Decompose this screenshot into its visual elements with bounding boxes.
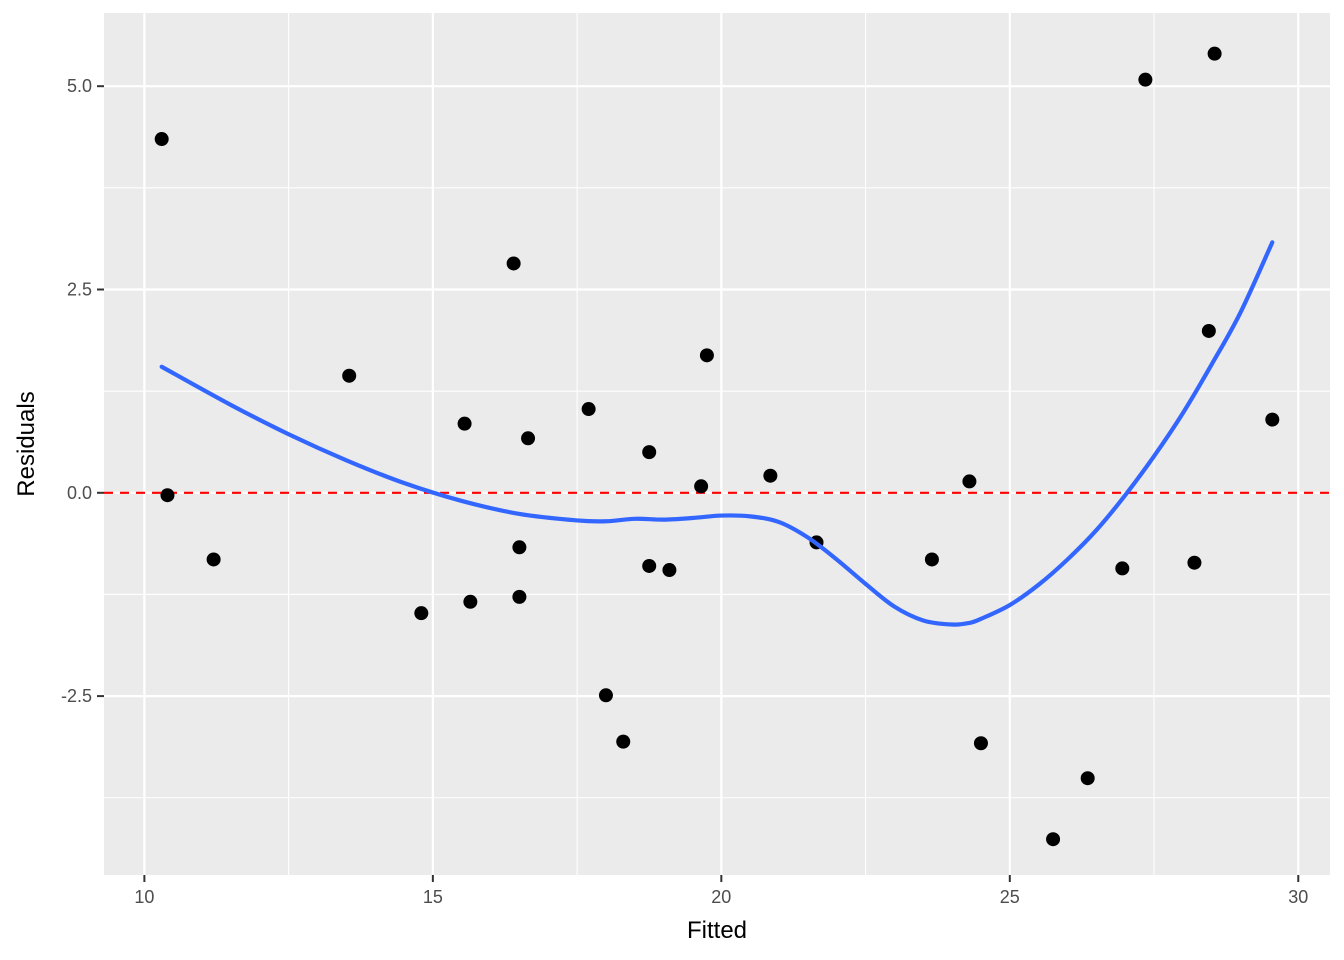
residual-point (160, 488, 175, 503)
x-axis-ticks (143, 875, 1300, 882)
residual-point (763, 468, 778, 483)
residual-point (699, 348, 714, 363)
smooth-curve (159, 240, 1275, 627)
residual-point (342, 368, 357, 383)
residual-point (598, 688, 613, 703)
residual-point (962, 474, 977, 489)
residual-point (973, 736, 988, 751)
y-tick-label: 0.0 (67, 483, 92, 503)
y-axis-ticks (97, 85, 104, 698)
x-tick-label: 30 (1288, 887, 1308, 907)
residual-point (662, 563, 677, 578)
residual-point (1138, 72, 1153, 87)
residual-point (581, 402, 596, 417)
residual-points (154, 46, 1280, 847)
residual-point (616, 734, 631, 749)
x-tick-label: 20 (711, 887, 731, 907)
residual-point (1046, 832, 1061, 847)
residual-point (1080, 771, 1095, 786)
residual-point (694, 479, 709, 494)
residual-point (506, 256, 521, 271)
residual-point (1265, 412, 1280, 427)
residual-point (1201, 323, 1216, 338)
minor-gridlines (104, 13, 1330, 875)
residual-point (512, 589, 527, 604)
residual-point (1115, 561, 1130, 576)
residual-point (521, 431, 536, 446)
x-tick-label: 25 (1000, 887, 1020, 907)
residual-point (642, 445, 657, 460)
x-tick-label: 10 (134, 887, 154, 907)
y-axis-tick-labels: -2.5 0.0 2.5 5.0 (61, 76, 92, 706)
residual-point (512, 540, 527, 555)
residual-point (463, 594, 478, 609)
y-axis-title: Residuals (13, 391, 40, 496)
residual-point (642, 558, 657, 573)
y-tick-label: -2.5 (61, 686, 92, 706)
x-tick-label: 15 (423, 887, 443, 907)
y-tick-label: 2.5 (67, 279, 92, 299)
x-axis-tick-labels: 10 15 20 25 30 (134, 887, 1308, 907)
residual-point (457, 416, 472, 431)
residual-point (1207, 46, 1222, 61)
residual-point (924, 552, 939, 567)
x-axis-title: Fitted (687, 917, 747, 944)
residual-point (154, 132, 169, 147)
residual-point (414, 606, 429, 621)
residual-point (206, 552, 221, 567)
residual-point (1187, 555, 1202, 570)
plot-panel (104, 13, 1330, 875)
y-tick-label: 5.0 (67, 76, 92, 96)
